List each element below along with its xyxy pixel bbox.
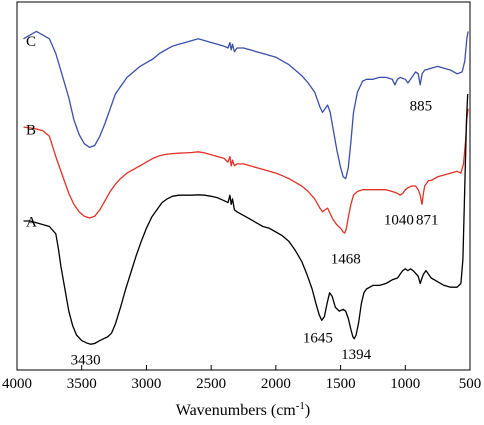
annotation-871: 871 (416, 213, 439, 229)
x-axis-title-suffix: ) (305, 402, 310, 419)
series-label-C: C (26, 34, 36, 50)
peak-annotations: 3430 1645 1394 1468 1040 871 885 (71, 99, 439, 369)
plot-frame (16, 1, 471, 371)
x-tick-label-3000: 3000 (131, 376, 161, 392)
x-tick-label-4000: 4000 (2, 376, 32, 392)
series-labels: C B A (26, 34, 37, 230)
series-label-B: B (26, 122, 36, 138)
series-line-B (23, 108, 469, 234)
x-axis-title-superscript: -1 (296, 400, 305, 412)
x-tick-label-1000: 1000 (390, 376, 420, 392)
annotation-1394: 1394 (341, 347, 372, 363)
series-layer (23, 30, 469, 345)
x-tick-label-3500: 3500 (67, 376, 97, 392)
series-line-C (23, 30, 469, 180)
x-tick-label-500: 500 (459, 376, 482, 392)
x-tick-label-2000: 2000 (261, 376, 291, 392)
x-tick-label-2500: 2500 (196, 376, 226, 392)
series-label-A: A (26, 214, 37, 230)
x-axis-ticks: 4000 3500 3000 2500 2000 1500 1000 500 (2, 365, 481, 392)
annotation-1468: 1468 (331, 251, 361, 267)
x-axis-title: Wavenumbers (cm-1) (176, 400, 311, 419)
annotation-885: 885 (410, 99, 433, 115)
annotation-3430: 3430 (71, 352, 101, 368)
annotation-1040: 1040 (384, 213, 414, 229)
x-axis-title-main: Wavenumbers (cm (176, 402, 297, 419)
annotation-1645: 1645 (303, 330, 333, 346)
series-line-A (23, 93, 469, 345)
x-tick-label-1500: 1500 (326, 376, 356, 392)
